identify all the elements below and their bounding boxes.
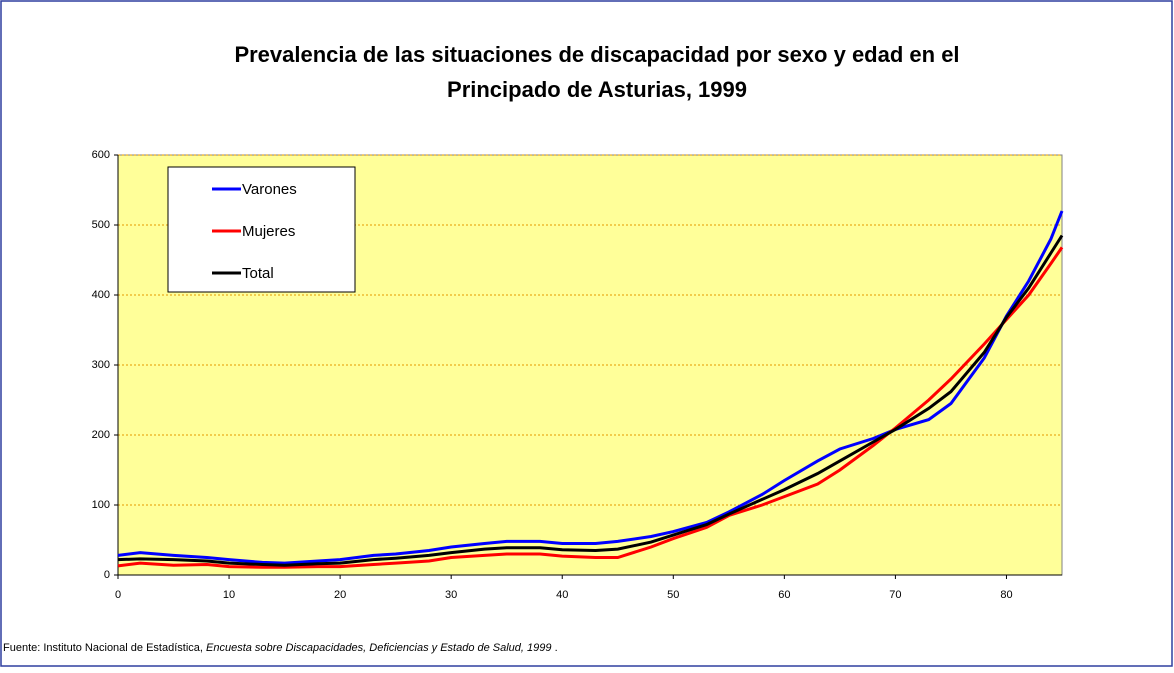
source-text: Fuente: Instituto Nacional de Estadístic… — [3, 642, 206, 654]
x-tick-label: 40 — [556, 589, 568, 601]
legend-label: Varones — [242, 181, 297, 198]
x-tick-label: 80 — [1000, 589, 1012, 601]
source-title: Encuesta sobre Discapacidades, Deficienc… — [206, 642, 552, 654]
source-note: Fuente: Instituto Nacional de Estadístic… — [3, 642, 558, 654]
y-tick-label: 400 — [92, 289, 110, 301]
source-end: . — [552, 642, 558, 654]
x-tick-label: 30 — [445, 589, 457, 601]
y-tick-label: 600 — [92, 149, 110, 161]
x-tick-label: 50 — [667, 589, 679, 601]
line-series — [117, 210, 1064, 565]
y-tick-label: 200 — [92, 429, 110, 441]
y-tick-label: 500 — [92, 219, 110, 231]
x-tick-label: 70 — [889, 589, 901, 601]
chart-title: Principado de Asturias, 1999 — [447, 77, 747, 102]
y-tick-label: 0 — [104, 569, 110, 581]
x-tick-label: 60 — [778, 589, 790, 601]
x-tick-label: 10 — [223, 589, 235, 601]
y-tick-label: 300 — [92, 359, 110, 371]
line-series — [117, 246, 1064, 569]
x-tick-label: 0 — [115, 589, 121, 601]
line-series — [117, 234, 1064, 567]
legend — [167, 166, 356, 293]
x-tick-label: 20 — [334, 589, 346, 601]
legend-label: Total — [242, 265, 274, 282]
y-tick-label: 100 — [92, 499, 110, 511]
chart-title: Prevalencia de las situaciones de discap… — [234, 42, 959, 67]
legend-label: Mujeres — [242, 223, 295, 240]
